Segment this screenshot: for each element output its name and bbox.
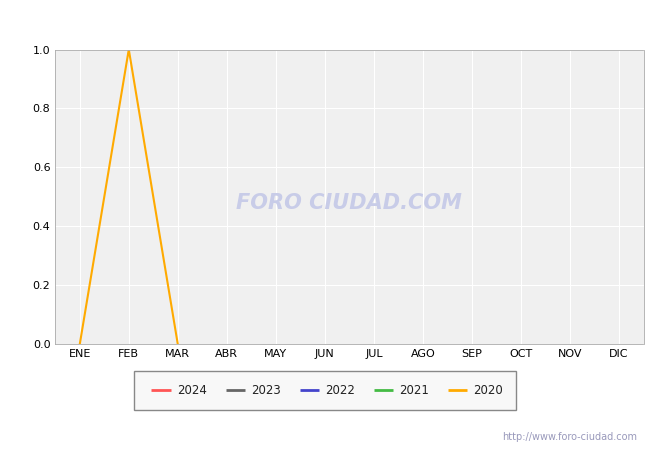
- Text: 2024: 2024: [177, 384, 207, 397]
- FancyBboxPatch shape: [134, 371, 516, 410]
- Text: 2023: 2023: [251, 384, 281, 397]
- Text: 2021: 2021: [399, 384, 429, 397]
- Text: 2020: 2020: [473, 384, 503, 397]
- Text: 2022: 2022: [325, 384, 355, 397]
- Text: FORO CIUDAD.COM: FORO CIUDAD.COM: [237, 193, 462, 213]
- Text: Matriculaciones de Vehiculos en Aldealices: Matriculaciones de Vehiculos en Aldealic…: [147, 14, 503, 33]
- Text: http://www.foro-ciudad.com: http://www.foro-ciudad.com: [502, 432, 637, 442]
